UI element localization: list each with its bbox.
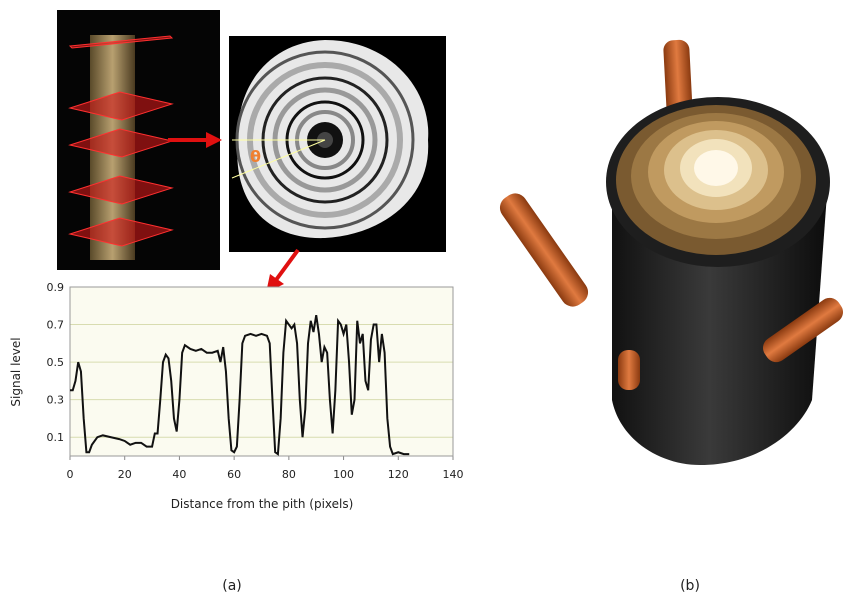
- y-tick-label: 0.1: [47, 431, 65, 444]
- y-tick-label: 0.7: [47, 319, 65, 332]
- page: {"chart_data": {"type": "line", "x_label…: [0, 0, 861, 602]
- x-tick-label: 60: [227, 468, 241, 481]
- x-tick-label: 120: [388, 468, 409, 481]
- y-tick-label: 0.5: [47, 356, 65, 369]
- x-tick-label: 140: [443, 468, 464, 481]
- y-axis-label: Signal level: [9, 337, 23, 406]
- cross-section-image: θ: [229, 36, 446, 252]
- x-tick-label: 20: [118, 468, 132, 481]
- x-axis-label: Distance from the pith (pixels): [171, 497, 354, 511]
- panel-label: (a): [222, 578, 242, 594]
- x-tick-label: 80: [282, 468, 296, 481]
- 3d-log: [495, 39, 847, 465]
- x-tick-label: 40: [172, 468, 186, 481]
- theta-label: θ: [250, 147, 261, 166]
- x-tick-label: 100: [333, 468, 354, 481]
- panel-label: (b): [680, 578, 700, 594]
- plot-area: [70, 287, 453, 456]
- y-tick-label: 0.3: [47, 394, 65, 407]
- y-tick-label: 0.9: [47, 281, 65, 294]
- x-tick-label: 0: [67, 468, 74, 481]
- figure: θ (a) (b) Distance from the pith (pixels…: [0, 0, 861, 602]
